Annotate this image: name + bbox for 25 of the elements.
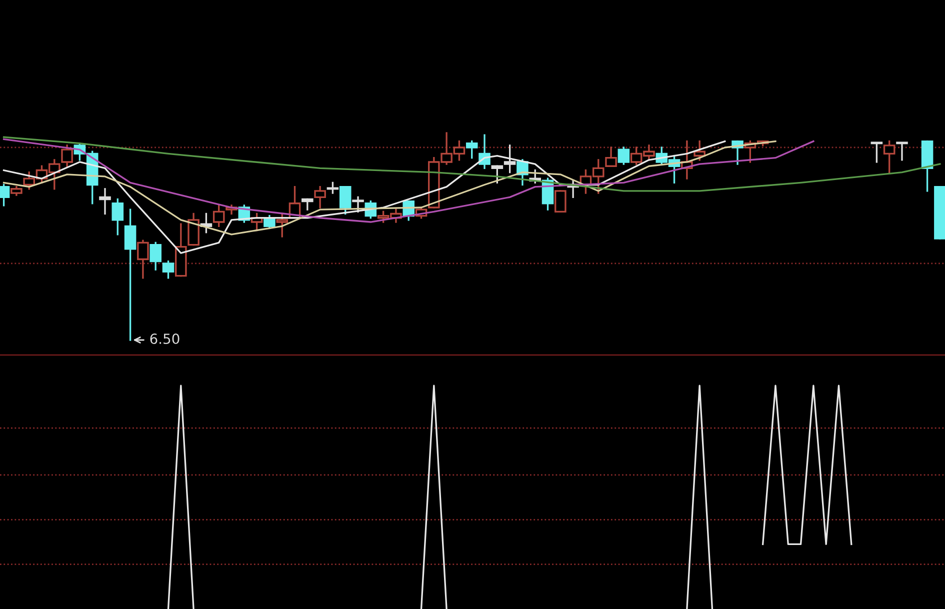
candlestick xyxy=(124,208,136,341)
candlestick xyxy=(896,142,908,161)
candlestick xyxy=(618,146,630,165)
candlestick xyxy=(212,204,225,227)
candlestick xyxy=(112,198,124,236)
annotation: 6.50 xyxy=(150,334,180,344)
candlestick xyxy=(504,144,516,174)
candlestick xyxy=(870,142,883,163)
candlestick xyxy=(200,212,212,234)
candlestick xyxy=(314,186,326,208)
candlestick xyxy=(339,186,352,215)
candlestick xyxy=(352,196,364,212)
candlestick xyxy=(491,165,504,184)
candlestick xyxy=(61,144,73,167)
candlestick xyxy=(99,188,111,215)
candlestick xyxy=(605,146,617,167)
candlestick xyxy=(302,198,314,210)
candlestick xyxy=(162,260,174,279)
candlestick xyxy=(466,140,478,159)
candlestick xyxy=(276,212,288,238)
candlestick xyxy=(554,190,566,212)
candlestick xyxy=(883,140,896,174)
candlestick xyxy=(326,182,339,194)
candlestick xyxy=(137,240,149,279)
candlestick xyxy=(150,242,162,270)
